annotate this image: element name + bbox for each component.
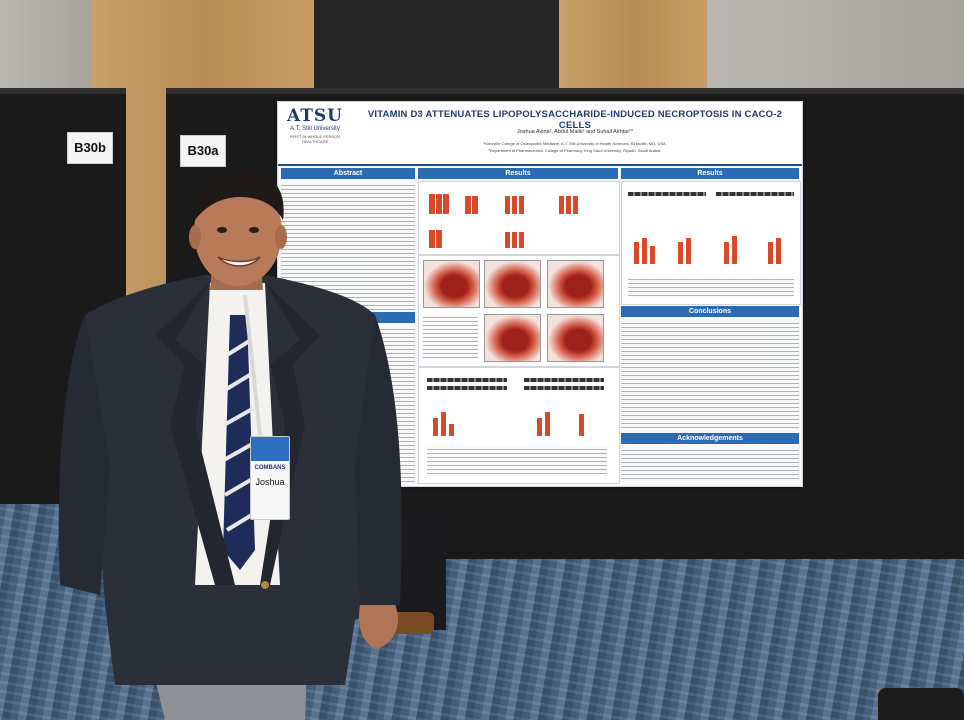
wall-doorway-dark	[314, 0, 559, 100]
face	[194, 178, 282, 286]
chart-bar	[465, 196, 471, 214]
logo-tagline: FIRST IN WHOLE PERSON HEALTHCARE	[289, 134, 341, 144]
presenter-person	[58, 169, 402, 720]
section-abstract-heading: Abstract	[281, 168, 415, 179]
chart-bar	[436, 230, 442, 248]
poster-affiliation-2: ²Department of Pharmaceutics, College of…	[488, 148, 662, 153]
chart-bar	[512, 232, 517, 248]
chart-bar	[436, 194, 442, 214]
section-acknowledgements-heading: Acknowledgements	[621, 433, 799, 444]
acknowledgements-text-block	[621, 447, 799, 479]
chart-bar	[776, 238, 781, 264]
section-results-heading: Results	[418, 168, 618, 179]
figure-3-flow-cytometry	[418, 255, 620, 367]
black-bag	[878, 688, 964, 720]
left-lapel	[155, 283, 235, 585]
chart-bar	[566, 196, 571, 214]
chart-bar	[441, 412, 446, 436]
flow-plot	[547, 314, 604, 362]
figure-caption	[427, 446, 607, 476]
badge-header-band	[251, 437, 289, 461]
blot-band	[524, 386, 604, 390]
booth-label-b30a: B30a	[180, 135, 226, 167]
chart-bar	[650, 246, 655, 264]
poster-title: VITAMIN D3 ATTENUATES LIPOPOLYSACCHARIDE…	[367, 109, 783, 131]
wall-panel-wood-right	[559, 0, 707, 100]
logo-subtitle: A.T. Still University	[290, 126, 340, 132]
conclusions-text-block	[621, 320, 799, 430]
wall-panel-grey-left	[0, 0, 92, 100]
chart-bar	[443, 194, 449, 214]
chart-bar	[634, 242, 639, 264]
badge-event: COMBANS	[254, 465, 286, 471]
blazer-left-sleeve	[58, 315, 110, 595]
badge-name: Joshua	[255, 477, 285, 487]
chart-bar	[512, 196, 517, 214]
blot-band	[427, 386, 507, 390]
chart-bar	[768, 242, 773, 264]
flow-plot	[484, 260, 541, 308]
chart-bar	[429, 194, 435, 214]
chart-bar	[537, 418, 542, 436]
chart-bar	[449, 424, 454, 436]
section-results-2-heading: Results	[621, 168, 799, 179]
chart-bar	[579, 414, 584, 436]
poster-header: ATSU A.T. Still University FIRST IN WHOL…	[278, 102, 802, 166]
booth-label-b30b: B30b	[67, 132, 113, 164]
blot-band	[524, 378, 604, 382]
left-ear	[189, 225, 201, 249]
name-badge: COMBANS Joshua	[250, 436, 290, 520]
chart-bar	[433, 418, 438, 436]
flow-plot	[484, 314, 541, 362]
right-hand	[359, 605, 398, 648]
figure-western-blot	[418, 367, 620, 484]
flow-plot	[547, 260, 604, 308]
chart-bar	[505, 232, 510, 248]
chart-bar	[642, 238, 647, 264]
left-eye	[217, 227, 227, 233]
blot-band	[628, 192, 706, 196]
blazer-button	[261, 581, 269, 589]
chart-bar	[686, 238, 691, 264]
chart-bar	[559, 196, 564, 214]
smile	[217, 256, 261, 267]
figure-1-cell-viability	[418, 181, 620, 255]
figure-caption	[628, 276, 794, 298]
poster-affiliation-1: ¹Kirksville College of Osteopathic Medic…	[483, 141, 667, 146]
chart-bar	[519, 232, 524, 248]
flow-plot	[423, 260, 480, 308]
blazer-right-sleeve	[355, 315, 402, 610]
lanyard	[243, 294, 262, 436]
chart-bar	[472, 196, 478, 214]
right-eye	[249, 227, 259, 233]
chart-bar	[573, 196, 578, 214]
chart-bar	[519, 196, 524, 214]
right-ear	[275, 225, 287, 249]
background-person-shoe	[386, 612, 434, 634]
wall-panel-grey-right	[707, 0, 964, 100]
logo-text: ATSU	[286, 106, 343, 126]
poster-authors: Joshua Avina¹, Abdul Malik² and Suhail A…	[516, 129, 634, 135]
background-person-legs	[396, 518, 446, 630]
figure-caption	[423, 314, 478, 360]
tie-stripes	[223, 338, 257, 532]
chart-bar	[724, 242, 729, 264]
blot-band	[427, 378, 507, 382]
dark-hair	[195, 169, 284, 220]
blot-band	[716, 192, 794, 196]
chart-bar	[732, 236, 737, 264]
chart-bar	[429, 230, 435, 248]
chart-bar	[545, 412, 550, 436]
atsu-logo: ATSU A.T. Still University FIRST IN WHOL…	[282, 106, 348, 156]
section-conclusions-heading: Conclusions	[621, 306, 799, 317]
chart-bar	[505, 196, 510, 214]
figure-6-7-mlkl	[621, 181, 801, 305]
chart-bar	[678, 242, 683, 264]
